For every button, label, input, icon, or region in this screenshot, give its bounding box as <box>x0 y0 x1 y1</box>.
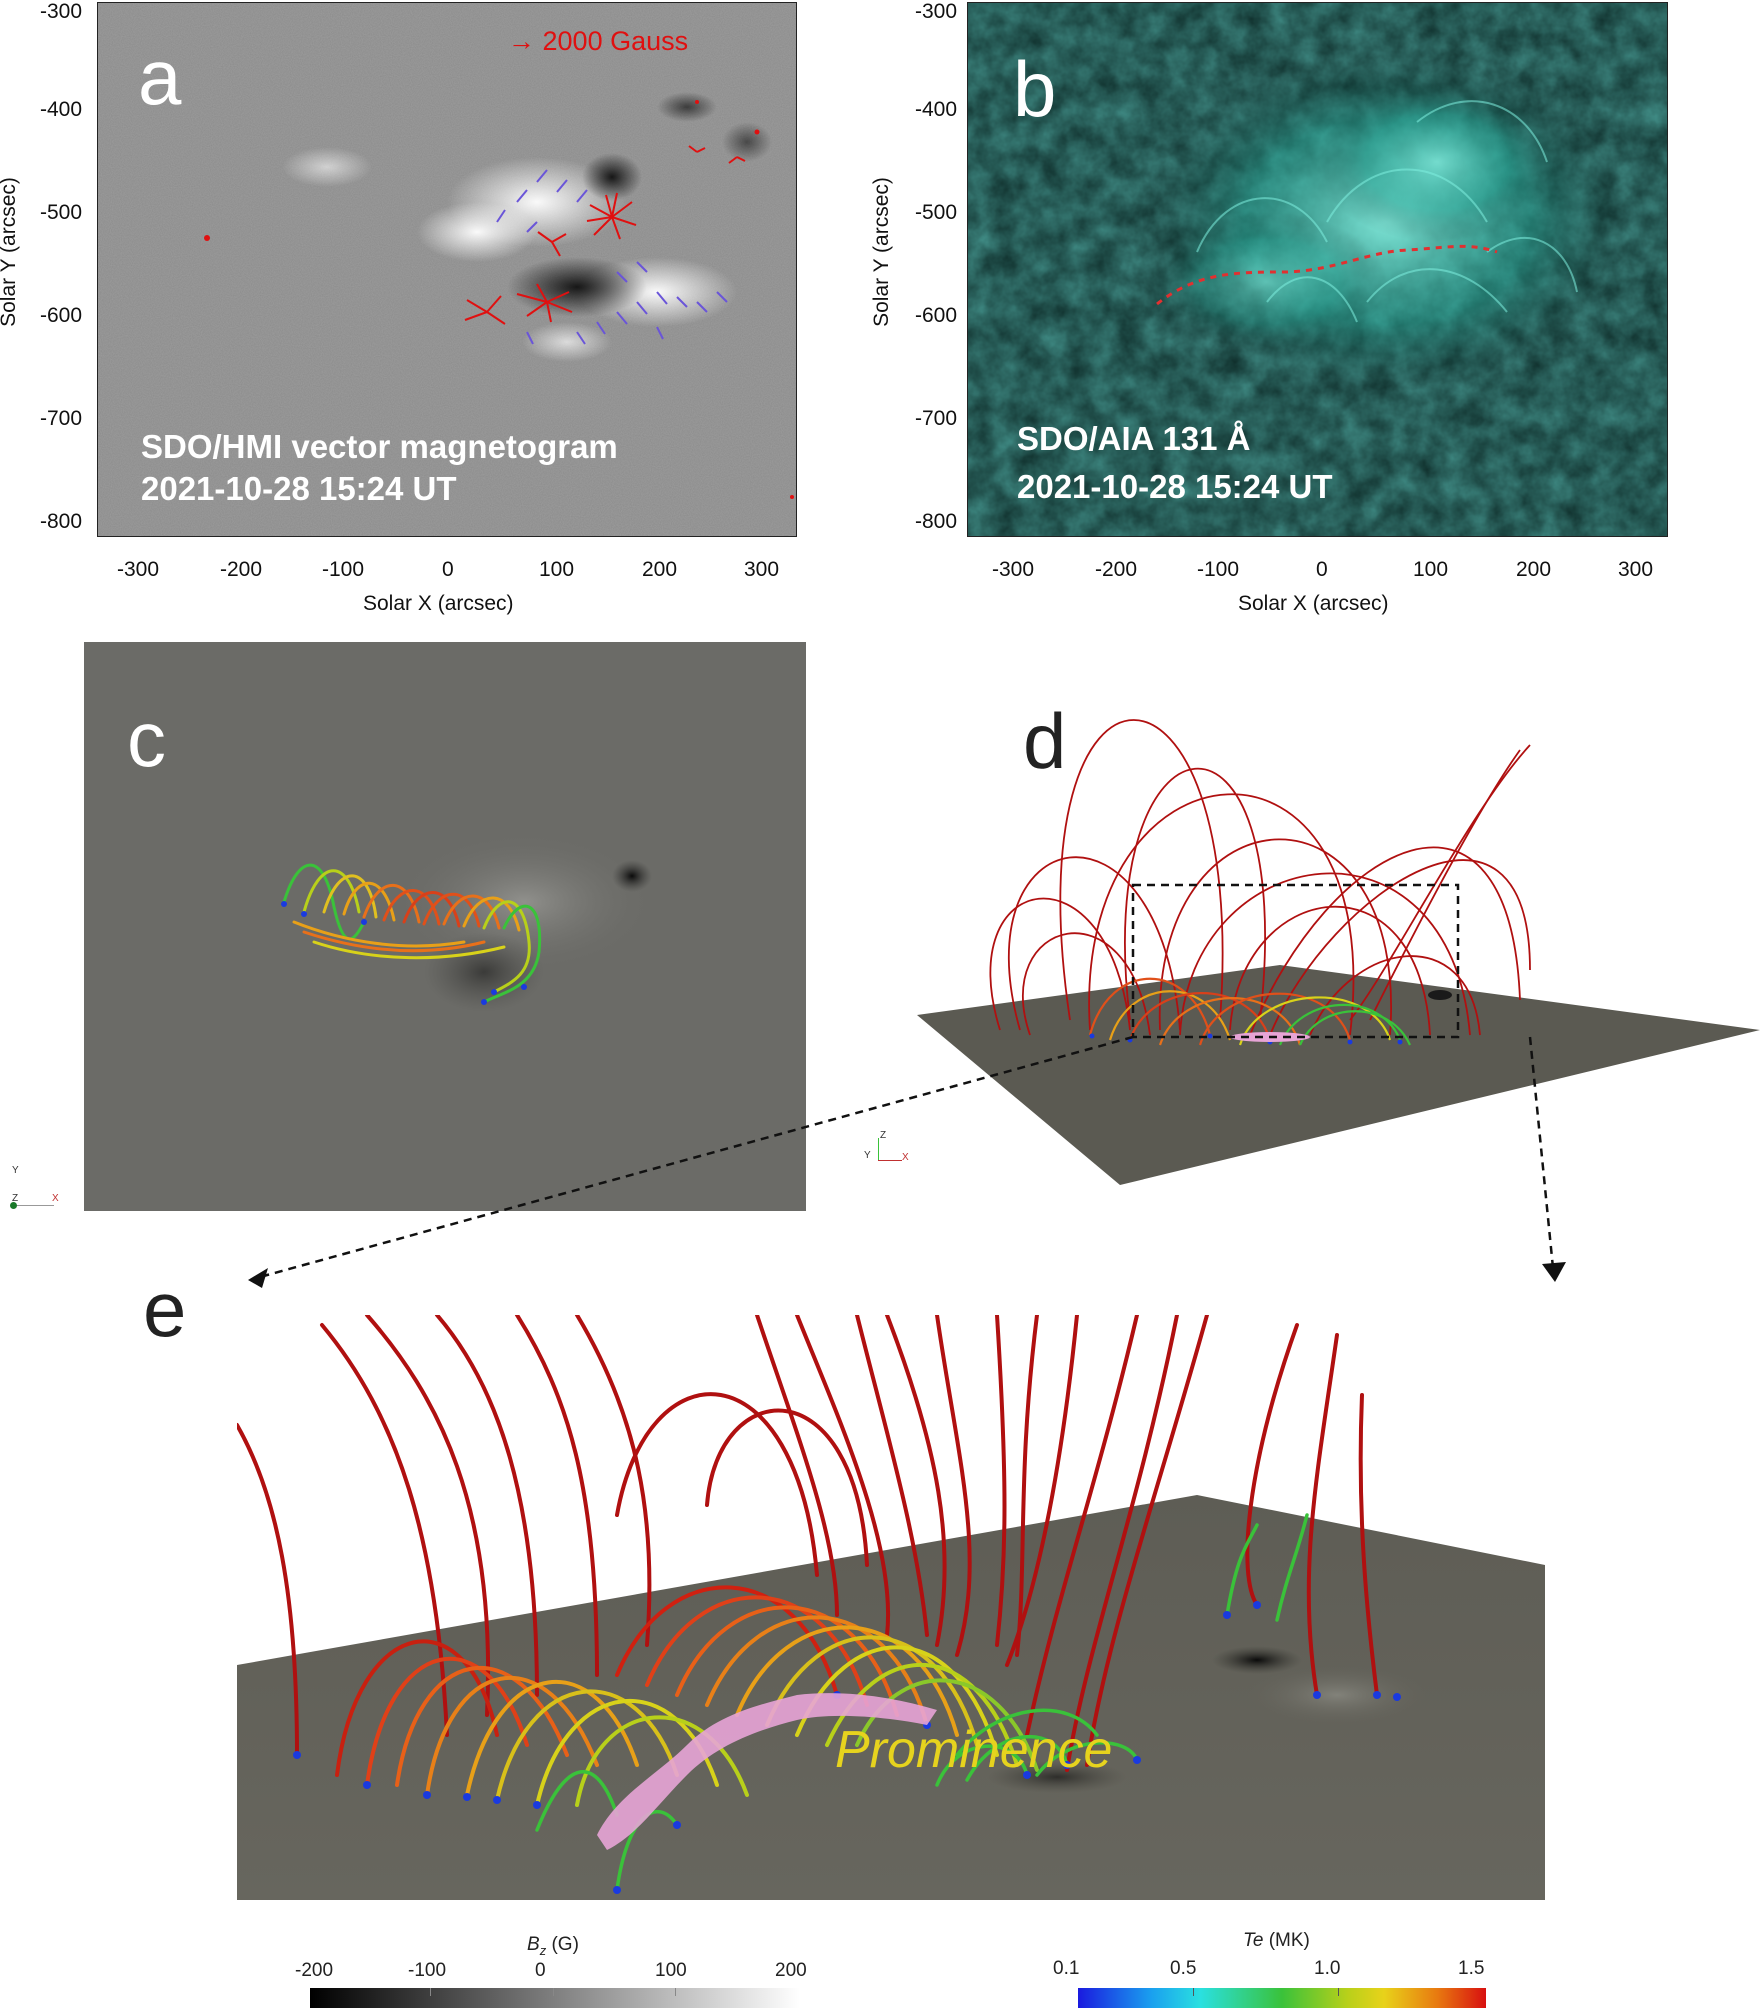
colorbar-te-tick: 1.0 <box>1314 1958 1341 1979</box>
colorbar-bz-gradient <box>310 1988 800 2008</box>
colorbar-bz-title-unit: (G) <box>546 1934 579 1955</box>
axis-origin-dot <box>10 1202 17 1209</box>
filament-trace <box>1156 244 1498 306</box>
colorbar-bz-tick: 200 <box>775 1960 807 1981</box>
panel-letter-b: b <box>1013 45 1057 133</box>
panel-a-xtick: -200 <box>220 558 263 581</box>
colorbar-bz-tick: 100 <box>655 1960 687 1981</box>
panel-b-ytick: -600 <box>915 304 958 327</box>
panel-a-caption: SDO/HMI vector magnetogram 2021-10-28 15… <box>141 426 618 510</box>
colorbar-bz-title-sub: z <box>539 1942 547 1958</box>
axis-x-line <box>878 1160 902 1161</box>
panel-letter-e: e <box>143 1265 187 1353</box>
panel-b-ytick: -500 <box>915 201 958 224</box>
panel-a-xtick: 0 <box>442 558 454 581</box>
panel-b-xtick: 200 <box>1516 558 1552 581</box>
panel-b-ytick: -300 <box>915 0 958 23</box>
panel-d-image <box>917 719 1760 1185</box>
panel-a-ytick: -600 <box>40 304 83 327</box>
panel-a-caption-line2: 2021-10-28 15:24 UT <box>141 470 457 507</box>
colorbar-te-title-main: Te <box>1243 1930 1264 1951</box>
colorbar-te-tickmark <box>1338 1988 1339 1996</box>
legend-arrow-icon: → <box>508 26 535 56</box>
panel-a-legend: → 2000 Gauss <box>508 26 688 57</box>
panel-a-ytick: -400 <box>40 98 83 121</box>
axis-x-label: X <box>52 1193 59 1204</box>
axis-x-label: X <box>902 1152 909 1163</box>
panel-b-ytick: -400 <box>915 98 958 121</box>
panel-a-caption-line1: SDO/HMI vector magnetogram <box>141 428 618 465</box>
panel-letter-d: d <box>1023 697 1067 785</box>
colorbar-bz-tick: -100 <box>408 1960 447 1981</box>
panel-c: c Y Z X <box>0 640 820 1230</box>
panel-b-image <box>967 2 1668 537</box>
panel-a-ytick: -300 <box>40 0 83 23</box>
panel-letter-c: c <box>127 695 166 783</box>
axis-y-label: Y <box>12 1165 19 1176</box>
colorbar-te-gradient <box>1078 1988 1486 2008</box>
panel-b-xtick: 0 <box>1316 558 1328 581</box>
panel-a-ylabel: Solar Y (arcsec) <box>0 177 20 327</box>
colorbar-bz-tickmark <box>430 1988 431 1996</box>
colorbar-bz-tickmark <box>553 1988 554 1996</box>
panel-a-ytick: -700 <box>40 407 83 430</box>
panel-a-xlabel: Solar X (arcsec) <box>363 592 514 615</box>
panel-a-frame <box>97 2 797 537</box>
colorbar-te: Te (MK) 0.1 0.5 1.0 1.5 <box>1050 1930 1510 2016</box>
panel-a-xtick: 100 <box>539 558 575 581</box>
colorbar-te-tick: 0.5 <box>1170 1958 1197 1979</box>
panel-a-xtick: 300 <box>744 558 780 581</box>
colorbar-bz: Bz (G) -200 -100 0 100 200 <box>295 1930 815 2016</box>
colorbar-bz-title-main: B <box>527 1934 540 1955</box>
panel-d: d Z Y X <box>830 640 1761 1230</box>
axis-z-label: Z <box>12 1193 19 1204</box>
panel-a-ytick: -800 <box>40 510 83 533</box>
colorbar-te-title-unit: (MK) <box>1263 1930 1310 1951</box>
panel-d-axis-triad: Z Y X <box>852 1130 912 1170</box>
axis-z-line <box>878 1138 879 1160</box>
colorbar-te-tick: 0.1 <box>1053 1958 1080 1979</box>
panel-c-image <box>84 642 806 1211</box>
panel-b: b SDO/AIA 131 Å 2021-10-28 15:24 UT -300… <box>870 0 1761 620</box>
panel-b-xtick: -200 <box>1095 558 1138 581</box>
colorbar-bz-title: Bz (G) <box>527 1934 579 1958</box>
panel-b-xlabel: Solar X (arcsec) <box>1238 592 1389 615</box>
colorbar-bz-tick: -200 <box>295 1960 334 1981</box>
panel-b-ylabel: Solar Y (arcsec) <box>870 177 893 327</box>
arrowhead-right <box>1542 1262 1566 1282</box>
panel-e: e Prominence <box>0 1270 1761 1935</box>
panel-b-ytick: -700 <box>915 407 958 430</box>
axis-x-line <box>14 1205 54 1206</box>
colorbar-bz-tick: 0 <box>535 1960 546 1981</box>
panel-a-xtick: 200 <box>642 558 678 581</box>
panel-b-caption-line1: SDO/AIA 131 Å <box>1017 420 1251 457</box>
axis-y-label: Y <box>864 1150 871 1161</box>
panel-b-xtick: -100 <box>1197 558 1240 581</box>
panel-b-frame <box>967 2 1668 537</box>
panel-b-caption: SDO/AIA 131 Å 2021-10-28 15:24 UT <box>1017 415 1333 511</box>
prominence-structure <box>597 1693 937 1850</box>
colorbar-bz-tickmark <box>675 1988 676 1996</box>
panel-b-xtick: 300 <box>1618 558 1654 581</box>
panel-a-image <box>97 2 797 537</box>
panel-b-xtick: -300 <box>992 558 1035 581</box>
panel-b-xtick: 100 <box>1413 558 1449 581</box>
panel-b-caption-line2: 2021-10-28 15:24 UT <box>1017 468 1333 505</box>
prominence-annotation: Prominence <box>835 1721 1113 1779</box>
legend-label: 2000 Gauss <box>542 26 689 56</box>
panel-a-xtick: -300 <box>117 558 160 581</box>
panel-b-ytick: -800 <box>915 510 958 533</box>
colorbar-te-tickmark <box>1193 1988 1194 1996</box>
panel-a-xtick: -100 <box>322 558 365 581</box>
panel-a-ytick: -500 <box>40 201 83 224</box>
panel-c-axis-triad: Y Z X <box>4 1165 64 1215</box>
colorbar-te-tick: 1.5 <box>1458 1958 1485 1979</box>
colorbar-te-title: Te (MK) <box>1243 1930 1310 1952</box>
axis-z-label: Z <box>880 1130 887 1141</box>
panel-e-image <box>237 1315 1545 1935</box>
panel-a: → 2000 Gauss a SDO/HMI vector magnetogra… <box>0 0 830 620</box>
panel-letter-a: a <box>138 33 182 121</box>
